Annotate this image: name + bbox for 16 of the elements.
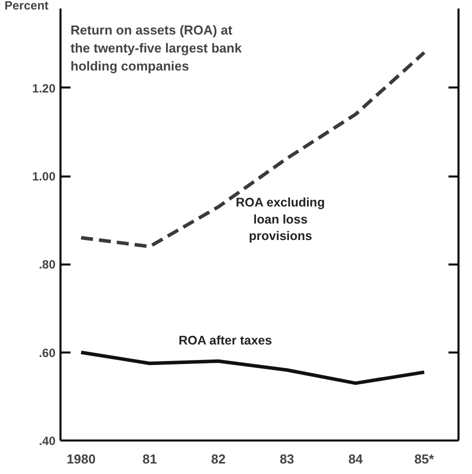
y-tick-label: 1.00 — [32, 170, 56, 184]
line-series — [79, 350, 426, 385]
text: Return on assets (ROA) at the twenty-five largest bank holding companies — [70, 22, 242, 74]
x-tick-label: 81 — [142, 452, 157, 466]
y-tick-label: .40 — [38, 434, 56, 448]
x-tick-label: 83 — [280, 452, 294, 466]
x-tick-label: 84 — [348, 452, 364, 466]
x-tick-label: 1980 — [66, 452, 96, 466]
annotation: ROA after taxes — [178, 334, 272, 348]
y-axis-title: Percent — [4, 0, 49, 12]
x-tick-label: 82 — [211, 452, 226, 466]
y-tick-label: 1.20 — [32, 81, 56, 96]
annotation: ROA excluding loan loss provisions — [236, 196, 325, 244]
x-tick-label: 85* — [414, 452, 435, 466]
y-tick-label: .60 — [38, 346, 56, 360]
y-tick-label: .80 — [38, 258, 56, 272]
